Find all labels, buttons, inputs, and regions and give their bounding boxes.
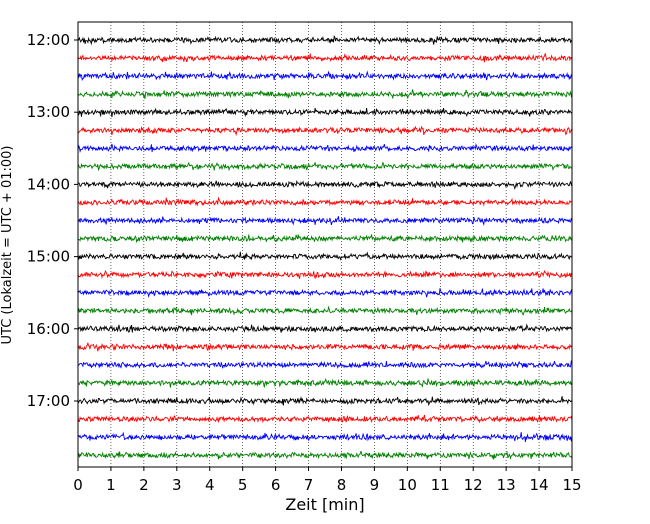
x-tick-label: 15	[562, 476, 581, 494]
x-tick-label: 2	[139, 476, 149, 494]
trace-1630	[77, 360, 573, 370]
trace-1330	[77, 143, 573, 154]
trace-1500	[77, 251, 573, 261]
trace-1530	[77, 288, 573, 298]
trace-1430	[77, 216, 573, 226]
trace-1200	[77, 34, 573, 46]
trace-1315	[77, 125, 573, 137]
x-axis-ticks: 0 1 2 3 4 5 6 7 8 9 10 11 12 13 14 15	[73, 467, 582, 494]
trace-1400	[77, 179, 573, 191]
trace-1600	[77, 323, 573, 334]
trace-1645	[77, 377, 573, 388]
y-tick-label: 17:00	[27, 392, 70, 410]
x-tick-label: 6	[271, 476, 281, 494]
x-tick-label: 13	[497, 476, 516, 494]
trace-1700	[78, 396, 573, 407]
x-tick-label: 5	[238, 476, 248, 494]
y-tick-label: 15:00	[27, 248, 70, 266]
x-tick-label: 7	[304, 476, 314, 494]
trace-1230	[77, 70, 573, 82]
trace-1715	[77, 414, 573, 424]
x-tick-label: 3	[172, 476, 182, 494]
trace-1445	[77, 234, 573, 244]
x-tick-label: 10	[398, 476, 417, 494]
trace-1300	[77, 107, 573, 118]
trace-1730	[77, 431, 573, 443]
grid-lines	[110, 22, 540, 467]
y-tick-label: 16:00	[27, 320, 70, 338]
y-axis-ticks: 12:00 13:00 14:00 15:00 16:00 17:00	[27, 31, 78, 410]
seismic-traces	[77, 34, 573, 460]
y-axis-label: UTC (Lokalzeit = UTC + 01:00)	[0, 146, 15, 345]
x-tick-label: 8	[337, 476, 347, 494]
x-tick-label: 4	[205, 476, 215, 494]
x-tick-label: 12	[464, 476, 483, 494]
plot-frame	[77, 21, 573, 468]
x-axis-label: Zeit [min]	[285, 495, 364, 514]
trace-1515	[77, 269, 573, 280]
trace-1415	[77, 196, 573, 207]
x-tick-label: 1	[106, 476, 116, 494]
trace-1615	[77, 342, 573, 352]
trace-1245	[77, 89, 573, 100]
x-tick-label: 14	[530, 476, 549, 494]
x-tick-label: 9	[370, 476, 380, 494]
y-tick-label: 14:00	[27, 175, 70, 193]
trace-1545	[77, 305, 573, 316]
x-tick-label: 11	[431, 476, 450, 494]
trace-1345	[77, 161, 573, 172]
trace-1215	[77, 53, 573, 63]
x-tick-label: 0	[73, 476, 83, 494]
y-tick-label: 13:00	[27, 103, 70, 121]
y-tick-label: 12:00	[27, 31, 70, 49]
trace-1745	[77, 450, 573, 460]
